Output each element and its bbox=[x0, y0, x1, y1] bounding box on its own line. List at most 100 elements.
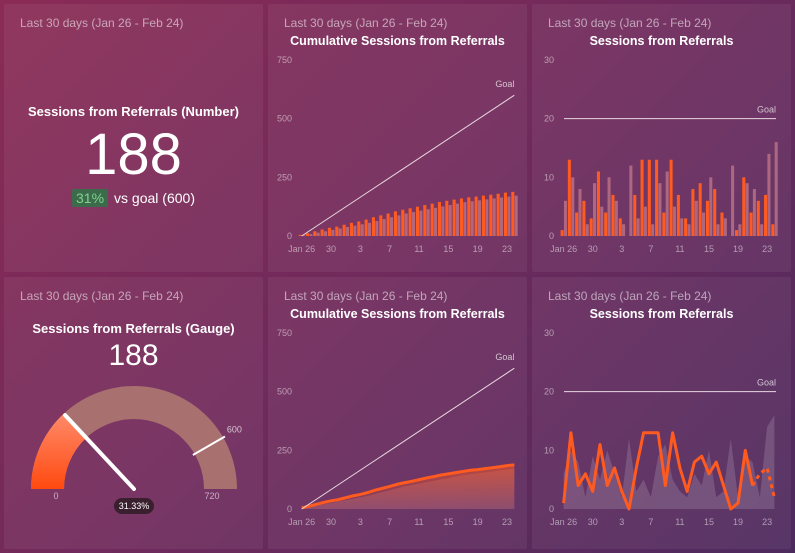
bar-secondary bbox=[477, 200, 482, 236]
y-tick-label: 750 bbox=[277, 328, 292, 338]
period-label: Last 30 days (Jan 26 - Feb 24) bbox=[20, 289, 184, 303]
bar-secondary bbox=[426, 209, 430, 236]
gauge-goal-label: 600 bbox=[227, 425, 242, 435]
bar-secondary bbox=[680, 218, 684, 236]
bar-primary bbox=[618, 218, 622, 236]
bar-primary bbox=[655, 159, 659, 236]
bar-secondary bbox=[774, 142, 778, 236]
bar-secondary bbox=[593, 183, 597, 236]
x-tick-label: Jan 26 bbox=[550, 517, 577, 527]
series-line-projection bbox=[751, 465, 776, 498]
chart-title: Sessions from Referrals bbox=[589, 307, 734, 321]
gauge-max-label: 720 bbox=[204, 491, 219, 501]
bar-secondary bbox=[745, 183, 749, 236]
x-tick-label: 30 bbox=[326, 244, 336, 254]
bar-primary bbox=[320, 229, 324, 236]
daily-bar-panel: Last 30 days (Jan 26 - Feb 24) Sessions … bbox=[532, 4, 791, 272]
bar-primary bbox=[771, 224, 775, 236]
bar-primary bbox=[415, 206, 419, 236]
bar-secondary bbox=[716, 224, 720, 236]
gauge-fill bbox=[31, 413, 87, 489]
bar-secondary bbox=[404, 213, 408, 236]
y-tick-label: 10 bbox=[544, 172, 554, 182]
bar-primary bbox=[662, 212, 666, 236]
bar-secondary bbox=[760, 224, 764, 236]
x-tick-label: 3 bbox=[619, 517, 624, 527]
bar-secondary bbox=[600, 206, 604, 236]
bar-primary bbox=[408, 208, 412, 236]
bar-primary bbox=[401, 209, 405, 236]
bar-secondary bbox=[419, 210, 423, 236]
bar-secondary bbox=[578, 189, 582, 236]
bar-primary bbox=[430, 203, 434, 236]
bar-primary bbox=[589, 218, 593, 236]
bar-primary bbox=[684, 218, 688, 236]
x-tick-label: 3 bbox=[358, 517, 363, 527]
bar-secondary bbox=[507, 196, 511, 236]
period-label: Last 30 days (Jan 26 - Feb 24) bbox=[20, 16, 184, 30]
y-tick-label: 500 bbox=[277, 387, 292, 397]
bar-secondary bbox=[643, 206, 647, 236]
y-tick-label: 250 bbox=[277, 445, 292, 455]
x-tick-label: 15 bbox=[704, 244, 714, 254]
bar-primary bbox=[698, 183, 702, 236]
goal-label: Goal bbox=[757, 378, 776, 388]
bar-secondary bbox=[709, 177, 713, 236]
bar-primary bbox=[734, 230, 739, 236]
x-tick-label: 15 bbox=[443, 244, 453, 254]
bar-primary bbox=[357, 221, 361, 236]
bar-secondary bbox=[585, 224, 589, 236]
bar-primary bbox=[560, 230, 564, 236]
bar-primary bbox=[742, 177, 746, 236]
gauge-pct-label: 31.33% bbox=[119, 501, 150, 511]
y-tick-label: 0 bbox=[287, 504, 292, 514]
bar-primary bbox=[764, 194, 768, 236]
bar-primary bbox=[713, 189, 717, 236]
x-tick-label: 7 bbox=[387, 244, 392, 254]
bar-primary bbox=[496, 193, 500, 236]
bar-secondary bbox=[687, 224, 691, 236]
series-line-primary bbox=[562, 431, 755, 511]
bar-secondary bbox=[752, 189, 756, 236]
area-primary bbox=[301, 464, 515, 509]
period-label: Last 30 days (Jan 26 - Feb 24) bbox=[548, 289, 712, 303]
bar-primary bbox=[423, 205, 427, 236]
bar-primary bbox=[669, 159, 673, 236]
number-widget-panel: Last 30 days (Jan 26 - Feb 24) Sessions … bbox=[4, 4, 263, 272]
bar-primary bbox=[349, 222, 353, 236]
x-tick-label: 19 bbox=[733, 244, 743, 254]
chart-title: Sessions from Referrals bbox=[589, 34, 734, 48]
x-tick-label: 19 bbox=[733, 517, 743, 527]
gauge-chart: 0 720 600 31.33% bbox=[31, 386, 242, 514]
bar-primary bbox=[452, 199, 456, 236]
x-tick-label: 7 bbox=[648, 517, 653, 527]
bar-secondary bbox=[665, 171, 669, 236]
bar-primary bbox=[596, 171, 600, 236]
x-tick-label: 11 bbox=[675, 244, 684, 254]
x-tick-label: 3 bbox=[619, 244, 624, 254]
y-tick-label: 20 bbox=[544, 387, 554, 397]
x-tick-label: 3 bbox=[358, 244, 363, 254]
bar-primary bbox=[749, 212, 753, 236]
cumulative-area-panel: Last 30 days (Jan 26 - Feb 24) Cumulativ… bbox=[268, 277, 527, 549]
y-tick-label: 10 bbox=[544, 445, 554, 455]
goal-line bbox=[301, 94, 515, 237]
bar-secondary bbox=[455, 203, 460, 236]
goal-label: Goal bbox=[757, 105, 776, 115]
bar-primary bbox=[633, 194, 637, 236]
bar-primary bbox=[474, 196, 478, 236]
bar-primary bbox=[393, 211, 397, 236]
bar-secondary bbox=[723, 218, 727, 236]
bar-primary bbox=[327, 227, 331, 236]
vs-goal-text: vs goal (600) bbox=[114, 190, 195, 206]
x-tick-label: 30 bbox=[588, 517, 598, 527]
percent-badge: 31% bbox=[72, 189, 109, 207]
x-tick-label: 23 bbox=[502, 244, 512, 254]
bar-primary bbox=[582, 200, 586, 236]
bar-primary bbox=[305, 233, 309, 236]
goal-label: Goal bbox=[495, 352, 514, 362]
bar-secondary bbox=[651, 224, 655, 236]
cumulative-area-chart: 0 250 500 750 Jan 26 30 3 7 11 15 19 23 Goal bbox=[277, 328, 515, 527]
bar-primary bbox=[386, 213, 390, 236]
bar-primary bbox=[676, 194, 680, 236]
